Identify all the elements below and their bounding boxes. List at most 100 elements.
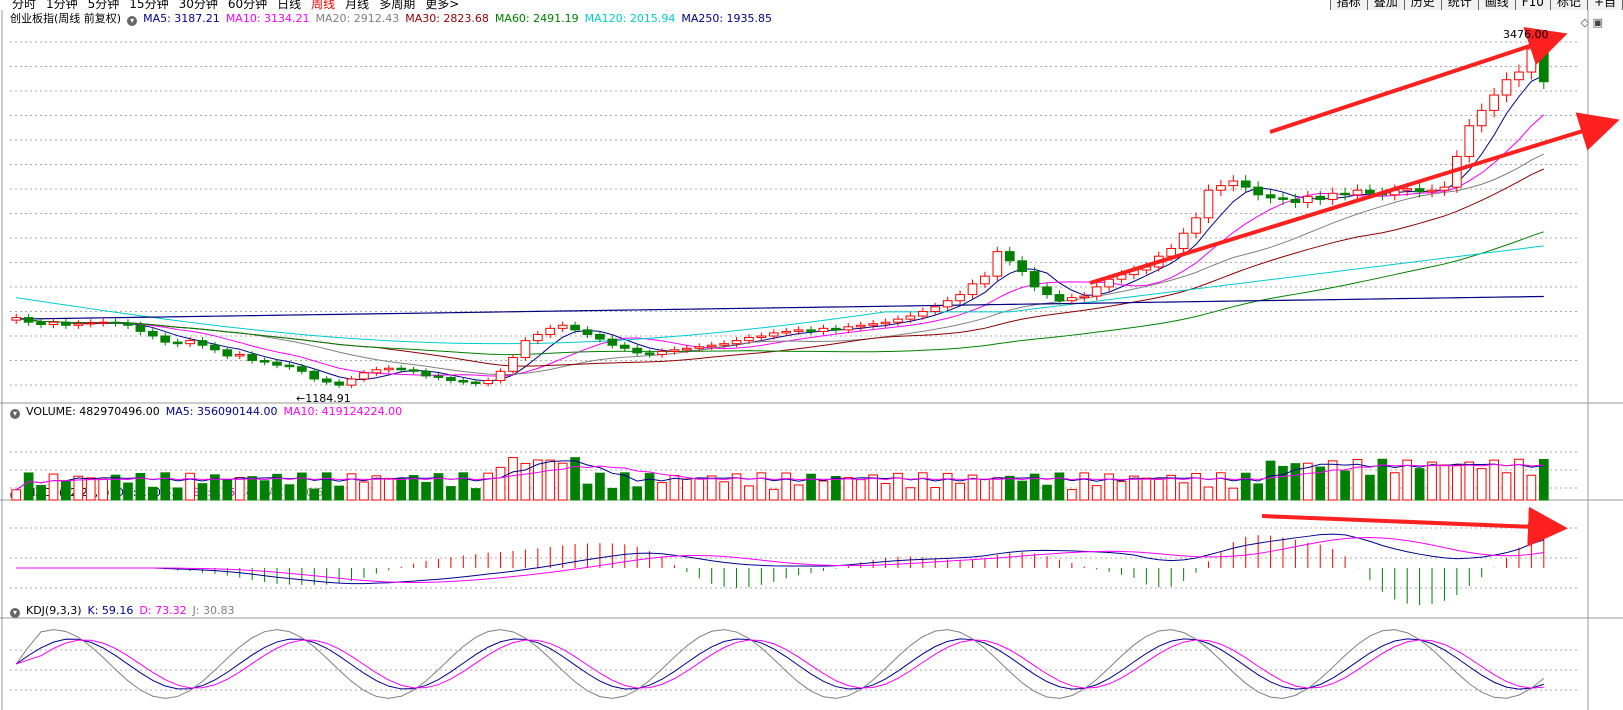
candle-body [818, 327, 829, 332]
tool-button-3[interactable]: 统计 [1440, 0, 1479, 10]
candle-body [955, 294, 965, 302]
period-tab-3[interactable]: 15分钟 [129, 0, 169, 10]
candle-body [744, 337, 754, 342]
volume-bar [1228, 487, 1239, 501]
volume-bar [1029, 473, 1040, 501]
candle-body [1377, 192, 1388, 196]
candle-body [272, 361, 282, 366]
volume-bar [657, 482, 667, 501]
candle-body [135, 324, 146, 332]
indicator-menu-icon[interactable]: ▾ [127, 16, 138, 26]
candle-body [942, 300, 953, 308]
volume-bar [359, 481, 369, 501]
period-tab-10[interactable]: 更多> [425, 0, 460, 10]
volume-bar [520, 462, 531, 501]
candle-body [297, 366, 307, 372]
candle-body [917, 310, 928, 317]
candle-body [1340, 192, 1350, 196]
volume-bar [1365, 474, 1375, 501]
volume-bar [346, 473, 357, 501]
volume-bar [619, 472, 630, 501]
volume-bar [992, 477, 1003, 501]
candle-body [1178, 232, 1189, 250]
volume-bar [1054, 472, 1065, 501]
macd-menu-icon[interactable]: ▾ [10, 490, 20, 500]
candle-body [222, 349, 233, 357]
candle-body [719, 343, 729, 346]
candle-body [1538, 48, 1549, 83]
candle-body [657, 350, 667, 355]
volume-bar [1116, 481, 1127, 501]
kdj-item-1: D: 73.32 [139, 604, 187, 617]
volume-bar [396, 478, 407, 501]
candle-body [309, 370, 320, 380]
period-tab-4[interactable]: 30分钟 [178, 0, 218, 10]
candle-body [483, 380, 493, 385]
tool-button-6[interactable]: 标记 [1549, 0, 1588, 10]
volume-bar [408, 475, 419, 501]
period-tab-6[interactable]: 日线 [277, 0, 302, 10]
candle-body [1166, 248, 1177, 257]
tool-button-1[interactable]: 叠加 [1366, 0, 1405, 10]
kdj-menu-icon[interactable]: ▾ [10, 608, 20, 618]
ma250-line [16, 295, 1544, 320]
volume-bar [383, 477, 394, 501]
candle-body [669, 349, 680, 352]
candle-body [831, 327, 841, 331]
volume-bar [1004, 475, 1015, 501]
ma-item-0: MA5: 3187.21 [143, 12, 220, 25]
candle-body [1389, 189, 1400, 196]
volume-bar [1514, 458, 1524, 501]
candle-body [1414, 188, 1425, 193]
ma20-line [16, 153, 1545, 376]
volume-bar [967, 474, 978, 501]
candle-body [359, 372, 369, 380]
period-tab-2[interactable]: 5分钟 [87, 0, 120, 10]
candle-body [1302, 195, 1313, 203]
volume-menu-icon[interactable]: ▾ [10, 409, 20, 419]
tool-button-5[interactable]: F10 [1514, 0, 1551, 10]
kdj-j-line [15, 629, 1545, 699]
top-toolbar: 分时 1分钟 5分钟 15分钟 30分钟 60分钟 日线 周线 月线 多周期 更多> 指标 叠加 历史统… [0, 0, 1623, 10]
dif-line [16, 533, 1544, 585]
candle-body [1067, 297, 1077, 302]
volume-bar [1538, 458, 1549, 501]
tool-button-4[interactable]: 画线 [1477, 0, 1516, 10]
period-tab-1[interactable]: 1分钟 [46, 0, 78, 10]
candle-body [607, 338, 618, 346]
period-tab-5[interactable]: 60分钟 [227, 0, 268, 10]
candle-body [930, 306, 941, 312]
candle-body [259, 360, 270, 363]
volume-bar [371, 475, 382, 501]
period-tab-0[interactable]: 分时 [12, 0, 37, 10]
candle-body [185, 340, 195, 345]
candle-body [893, 318, 903, 323]
chart-corner-icons[interactable]: ◇ ▣ [1580, 16, 1603, 29]
tool-button-0[interactable]: 指标 [1329, 0, 1368, 10]
candle-body [532, 333, 543, 342]
tool-button-2[interactable]: 历史 [1403, 0, 1442, 10]
volume-bar [917, 472, 928, 501]
candle-body [408, 369, 419, 372]
volume-bar [1340, 470, 1350, 501]
candle-body [508, 356, 518, 372]
tool-button-7[interactable]: +自 [1586, 0, 1623, 10]
volume-bar [595, 472, 605, 501]
candle-body [495, 370, 506, 382]
period-tab-9[interactable]: 多周期 [379, 0, 416, 10]
kdj-legend: ▾ KDJ(9,3,3) K: 59.16 D: 73.32 J: 30.83 [10, 604, 247, 618]
candle-body [1116, 274, 1127, 280]
candle-body [682, 347, 692, 351]
volume-bar [868, 474, 878, 501]
period-tab-8[interactable]: 月线 [345, 0, 370, 10]
period-tab-7[interactable]: 周线 [311, 0, 336, 10]
ma-item-6: MA250: 1935.85 [681, 12, 773, 25]
candle-body [1042, 286, 1052, 296]
candle-body [1476, 109, 1487, 127]
candle-body [806, 329, 816, 332]
candle-body [172, 341, 183, 345]
ma-item-4: MA60: 2491.19 [494, 12, 579, 25]
candle-body [967, 283, 978, 296]
ma120-line [16, 245, 1544, 345]
volume-bar [744, 485, 754, 501]
